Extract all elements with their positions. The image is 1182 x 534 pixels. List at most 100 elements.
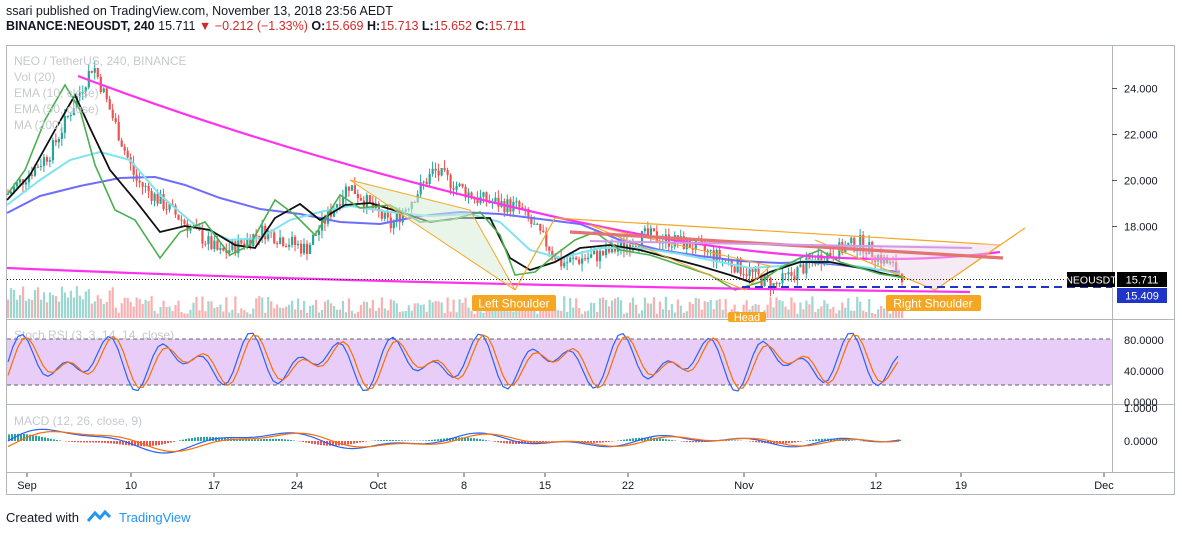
volume-bar [344, 312, 348, 318]
tradingview-link[interactable]: TradingView [118, 510, 191, 525]
volume-bar [401, 311, 404, 318]
candle-body [150, 191, 153, 201]
volume-bar [87, 289, 90, 318]
candle-body [332, 209, 336, 217]
left-shoulder-label[interactable]: Left Shoulder [472, 295, 556, 311]
macd-hist-bar [374, 440, 376, 441]
volume-bar [697, 298, 700, 318]
volume-bar [15, 299, 19, 318]
stoch-tick-label: 40.0000 [1124, 366, 1164, 378]
time-tick-label: 24 [291, 480, 303, 492]
volume-bar [557, 310, 560, 318]
time-tick-label: 19 [955, 480, 967, 492]
macd-hist-bar [611, 441, 613, 442]
volume-bar [359, 305, 363, 318]
candle-body [338, 204, 342, 206]
macd-hist-bar [815, 439, 817, 441]
volume-bar [461, 302, 464, 318]
candle-body [81, 91, 84, 93]
volume-bar [105, 302, 108, 318]
volume-bar [724, 299, 727, 318]
author-name[interactable]: ssari [6, 4, 33, 18]
volume-bar [706, 302, 709, 318]
volume-bar [350, 310, 354, 318]
macd-hist-bar [347, 441, 349, 445]
volume-bar [593, 303, 596, 318]
volume-bar [120, 303, 123, 318]
candle-body [120, 140, 123, 147]
macd-hist-bar [602, 441, 604, 443]
candle-body [246, 238, 249, 246]
macd-hist-bar [701, 441, 703, 443]
pattern-triangle-center [589, 224, 772, 291]
volume-bar [661, 309, 665, 318]
volume-bar [395, 303, 398, 318]
candle-body [365, 195, 368, 208]
macd-hist-bar [323, 441, 325, 446]
volume-bar [171, 311, 174, 318]
right-shoulder-label[interactable]: Right Shoulder [886, 295, 981, 311]
tradingview-logo-icon[interactable] [86, 509, 112, 526]
symbol-price-tag: NEOUSDT 15.711 [1065, 272, 1167, 287]
macd-hist-bar [332, 441, 334, 446]
time-tick-label: 22 [622, 480, 634, 492]
candle-body [180, 219, 183, 221]
volume-bar [835, 313, 838, 318]
volume-bar [649, 303, 653, 318]
volume-bar [33, 290, 37, 318]
macd-hist-bar [656, 438, 658, 441]
candle-body [751, 269, 754, 272]
volume-bar [48, 292, 52, 318]
macd-hist-bar [539, 441, 541, 443]
candle-body [228, 250, 231, 253]
volume-bar [102, 303, 105, 318]
macd-hist-bar [344, 441, 346, 445]
volume-bar [844, 307, 847, 318]
price-axis[interactable]: 24.000 22.000 20.000 18.000 80.0000 40.0000 0.… [1112, 84, 1164, 449]
macd-hist-bar [329, 441, 331, 446]
volume-bar [604, 299, 608, 318]
volume-bar [619, 300, 623, 318]
macd-hist-bar [263, 439, 265, 441]
time-axis[interactable]: Sep 10 17 24 Oct 8 15 22 Nov 12 19 Dec [17, 473, 1114, 492]
volume-bar [452, 299, 455, 318]
volume-bar [141, 304, 144, 318]
volume-bar [545, 305, 548, 318]
volume-bar [81, 299, 84, 318]
volume-bar [57, 301, 61, 318]
macd-hist-bar [278, 438, 280, 441]
macd-hist-bar [629, 438, 631, 441]
macd-hist-bar [524, 441, 526, 444]
volume-bar [249, 313, 252, 318]
volume-bar [757, 304, 760, 318]
macd-hist-bar [59, 440, 61, 441]
macd-hist-bar [380, 440, 382, 441]
volume-bar [383, 308, 386, 318]
volume-bar [877, 309, 880, 318]
macd-hist-bar [812, 439, 814, 441]
volume-bar [482, 312, 485, 318]
candle-body [476, 198, 479, 204]
volume-bar [652, 297, 656, 318]
head-label[interactable]: Head [728, 312, 766, 324]
macd-hist-bar [434, 439, 436, 441]
macd-hist-bar [440, 438, 442, 441]
candle-body [652, 228, 656, 232]
macd-hist-bar [143, 441, 145, 447]
candle-body [742, 274, 745, 276]
macd-hist-bar [761, 441, 763, 443]
macd-hist-bar [224, 437, 226, 441]
macd-hist-bar [113, 441, 115, 444]
candle-body [132, 163, 135, 175]
macd-hist-bar [98, 441, 100, 443]
volume-bar [539, 308, 542, 318]
volume-bar [96, 295, 99, 318]
macd-hist-bar [584, 441, 586, 443]
candle-body [509, 199, 512, 212]
macd-hist-bar [401, 440, 403, 441]
volume-bar [745, 300, 748, 318]
volume-bar [778, 300, 781, 318]
macd-hist-bar [89, 441, 91, 443]
volume-bar [670, 304, 673, 318]
